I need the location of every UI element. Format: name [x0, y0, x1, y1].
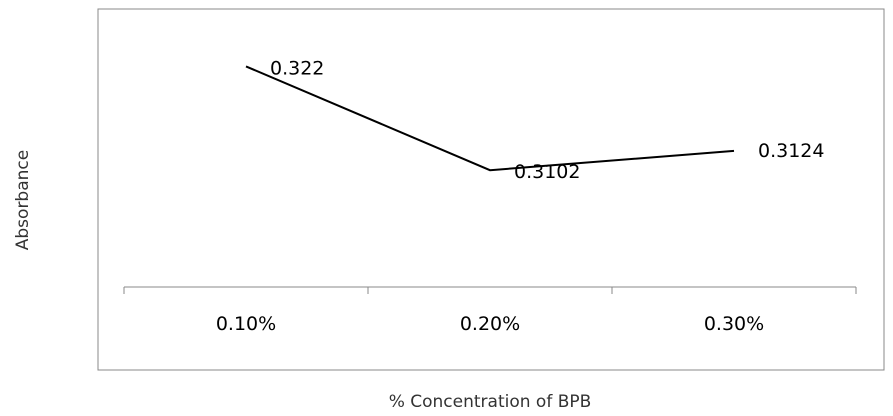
y-axis-title: Absorbance	[13, 150, 33, 250]
data-label: 0.3102	[514, 161, 580, 183]
x-tick-label: 0.10%	[216, 313, 276, 335]
x-tick-label: 0.30%	[704, 313, 764, 335]
data-label: 0.3124	[758, 140, 824, 162]
data-label: 0.322	[270, 57, 324, 79]
x-axis-title: % Concentration of BPB	[389, 392, 592, 412]
x-tick-label: 0.20%	[460, 313, 520, 335]
series-line	[245, 65, 735, 172]
x-axis-ticks	[123, 287, 857, 294]
x-axis-tick-labels: 0.10% 0.20% 0.30%	[216, 313, 764, 335]
chart-frame	[97, 8, 885, 371]
data-labels: 0.322 0.3102 0.3124	[270, 57, 824, 183]
